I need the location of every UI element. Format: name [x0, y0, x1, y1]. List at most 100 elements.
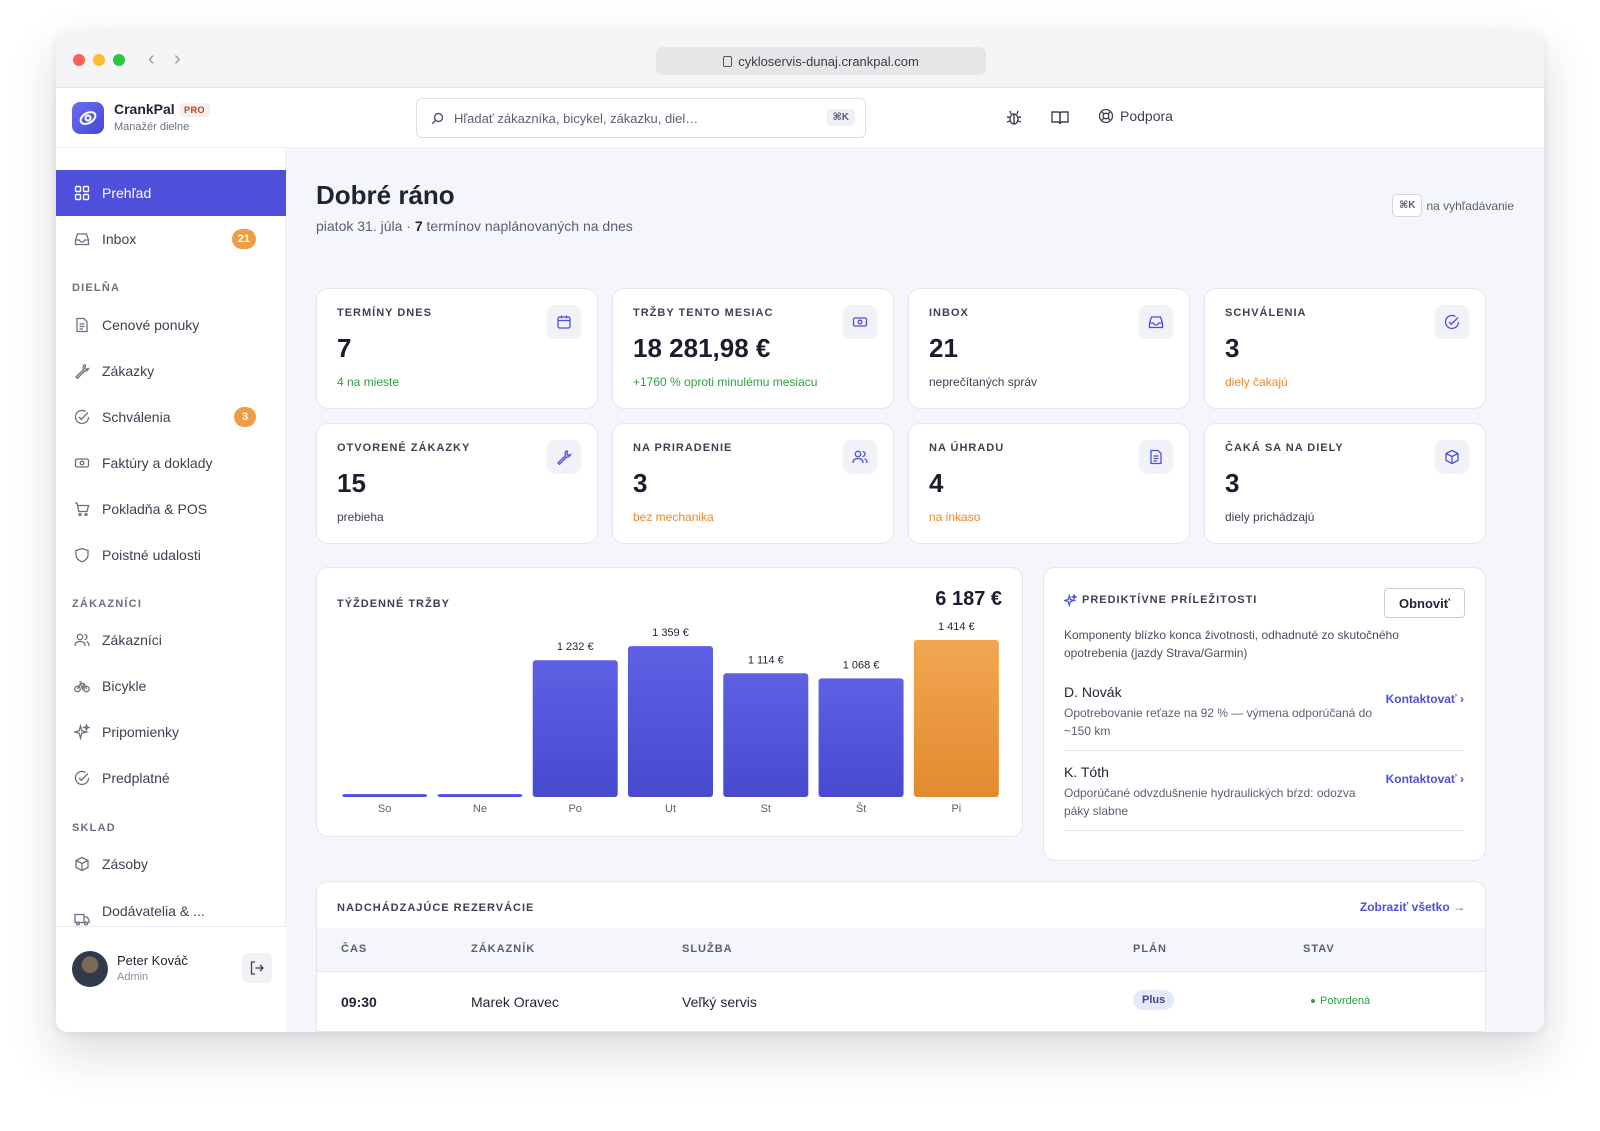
app-header: CrankPal PRO Manažér dielne ⌘K Podpora: [56, 88, 1544, 148]
check-circle-icon: [74, 770, 90, 786]
sidebar: Prehľad Inbox 21 DIELŇA Cenové ponuky Zá…: [56, 148, 286, 1032]
sidebar-item-jobs[interactable]: Zákazky: [56, 348, 286, 394]
stat-card-approvals[interactable]: SCHVÁLENIA 3 diely čakajú: [1204, 288, 1486, 409]
sidebar-item-subscriptions[interactable]: Predplatné: [56, 755, 286, 801]
list-item: D. Novák Opotrebovanie reťaze na 92 % — …: [1064, 684, 1464, 751]
search-shortcut-hint: ⌘K na vyhľadávanie: [1391, 194, 1514, 217]
user-role: Admin: [117, 971, 149, 983]
reservation-service: Veľký servis: [682, 994, 757, 1010]
bar-category-label: Ut: [665, 803, 676, 815]
sidebar-item-approvals[interactable]: Schválenia 3: [56, 394, 286, 440]
sidebar-item-bicycles[interactable]: Bicykle: [56, 663, 286, 709]
sparkle-icon: [74, 724, 90, 740]
forward-arrow-icon[interactable]: ›: [174, 48, 181, 70]
stat-label: SCHVÁLENIA: [1225, 307, 1307, 319]
table-header: ČAS ZÁKAZNÍK SLUŽBA PLÁN STAV: [317, 928, 1485, 972]
sidebar-item-customers[interactable]: Zákazníci: [56, 617, 286, 663]
upcoming-reservations-card: NADCHÁDZAJÚCE REZERVÁCIE Zobraziť všetko…: [316, 881, 1486, 1032]
predictive-description: Komponenty blízko konca životnosti, odha…: [1064, 628, 1399, 660]
stat-value: 4: [929, 468, 944, 498]
box-icon: [1435, 440, 1469, 474]
bar-pi[interactable]: [913, 640, 999, 797]
users-icon: [843, 440, 877, 474]
logout-icon: [250, 961, 264, 975]
sidebar-item-stock[interactable]: Zásoby: [56, 841, 286, 887]
column-header[interactable]: SLUŽBA: [682, 943, 733, 955]
stat-card-open-jobs[interactable]: OTVORENÉ ZÁKAZKY 15 prebieha: [316, 423, 598, 544]
sidebar-item-label: Schválenia: [102, 409, 171, 425]
avatar[interactable]: [72, 951, 108, 987]
bar-st[interactable]: [723, 673, 809, 797]
user-panel: Peter Kováč Admin: [56, 926, 286, 1032]
address-bar[interactable]: cykloservis-dunaj.crankpal.com: [656, 47, 986, 75]
date-summary: piatok 31. júla · 7 termínov naplánovaný…: [316, 218, 633, 234]
wrench-icon: [547, 440, 581, 474]
column-header[interactable]: PLÁN: [1133, 943, 1167, 955]
stat-card-inbox[interactable]: INBOX 21 neprečítaných správ: [908, 288, 1190, 409]
app-subtitle: Manažér dielne: [114, 121, 190, 133]
global-search[interactable]: ⌘K: [416, 98, 866, 138]
shield-icon: [75, 547, 89, 563]
lifebuoy-icon: [1098, 108, 1114, 124]
contact-link[interactable]: Kontaktovať ›: [1385, 692, 1464, 706]
stat-card-appointments[interactable]: TERMÍNY DNES 7 4 na mieste: [316, 288, 598, 409]
sidebar-item-overview[interactable]: Prehľad: [56, 170, 286, 216]
support-link[interactable]: Podpora: [1098, 108, 1173, 124]
sidebar-item-reminders[interactable]: Pripomienky: [56, 709, 286, 755]
column-header[interactable]: STAV: [1303, 943, 1335, 955]
sidebar-item-label: Zákazky: [102, 363, 155, 379]
refresh-button[interactable]: Obnoviť: [1383, 588, 1465, 618]
sidebar-item-quotes[interactable]: Cenové ponuky: [56, 302, 286, 348]
stat-card-payments[interactable]: NA ÚHRADU 4 na inkaso: [908, 423, 1190, 544]
bug-icon[interactable]: [1004, 108, 1024, 128]
sidebar-item-invoices[interactable]: Faktúry a doklady: [56, 440, 286, 486]
address-url: cykloservis-dunaj.crankpal.com: [738, 53, 919, 69]
search-input[interactable]: [454, 110, 814, 126]
shortcut-text: na vyhľadávanie: [1426, 198, 1514, 213]
bar-št[interactable]: [818, 678, 904, 797]
bar-po[interactable]: [532, 660, 618, 797]
contact-link[interactable]: Kontaktovať ›: [1385, 772, 1464, 786]
bar-ne[interactable]: [437, 794, 523, 797]
search-shortcut: ⌘K: [826, 109, 855, 126]
bar-category-label: Pi: [951, 803, 961, 815]
reservation-time: 09:30: [341, 994, 377, 1010]
table-row[interactable]: 09:30 Marek Oravec Veľký servis Plus Pot…: [317, 972, 1485, 1032]
column-header[interactable]: ZÁKAZNÍK: [471, 943, 536, 955]
view-all-link[interactable]: Zobraziť všetko →: [1359, 900, 1465, 914]
minimize-window-button[interactable]: [93, 54, 105, 66]
inbox-count-badge: 21: [231, 229, 256, 249]
sidebar-item-suppliers[interactable]: Dodávatelia & ...: [56, 887, 286, 926]
predictive-title: PREDIKTÍVNE PRÍLEŽITOSTI: [1082, 594, 1258, 606]
close-window-button[interactable]: [73, 54, 85, 66]
chart-title: TÝŽDENNÉ TRŽBY: [337, 598, 450, 610]
stat-card-waiting-parts[interactable]: ČAKÁ SA NA DIELY 3 diely prichádzajú: [1204, 423, 1486, 544]
opportunity-description: Opotrebovanie reťaze na 92 % — výmena od…: [1064, 706, 1373, 738]
crankpal-logo-icon[interactable]: [72, 102, 104, 134]
maximize-window-button[interactable]: [113, 54, 125, 66]
bar-ut[interactable]: [628, 646, 713, 797]
sidebar-item-label: Poistné udalosti: [102, 547, 201, 563]
predictive-opportunities-card: PREDIKTÍVNE PRÍLEŽITOSTI Obnoviť Kompone…: [1043, 567, 1486, 861]
stat-label: OTVORENÉ ZÁKAZKY: [337, 442, 471, 454]
sidebar-item-insurance[interactable]: Poistné udalosti: [56, 532, 286, 578]
stat-card-revenue[interactable]: TRŽBY TENTO MESIAC 18 281,98 € +1760 % o…: [612, 288, 894, 409]
sidebar-item-label: Zákazníci: [102, 632, 162, 648]
sidebar-item-pos[interactable]: Pokladňa & POS: [56, 486, 286, 532]
stat-value: 3: [1225, 333, 1240, 363]
inbox-icon: [74, 233, 90, 246]
sidebar-item-label: Zásoby: [102, 856, 148, 872]
column-header[interactable]: ČAS: [341, 943, 368, 955]
sidebar-item-inbox[interactable]: Inbox 21: [56, 216, 286, 262]
bar-category-label: Št: [856, 802, 866, 815]
book-icon[interactable]: [1050, 108, 1070, 128]
back-arrow-icon[interactable]: ‹: [148, 48, 155, 70]
stat-label: TRŽBY TENTO MESIAC: [633, 307, 774, 319]
stat-value: 3: [1225, 468, 1240, 498]
check-circle-icon: [74, 409, 90, 425]
banknote-icon: [843, 305, 877, 339]
stat-card-unassigned[interactable]: NA PRIRADENIE 3 bez mechanika: [612, 423, 894, 544]
cart-icon: [75, 502, 90, 517]
logout-button[interactable]: [242, 953, 272, 983]
bar-so[interactable]: [342, 794, 428, 797]
